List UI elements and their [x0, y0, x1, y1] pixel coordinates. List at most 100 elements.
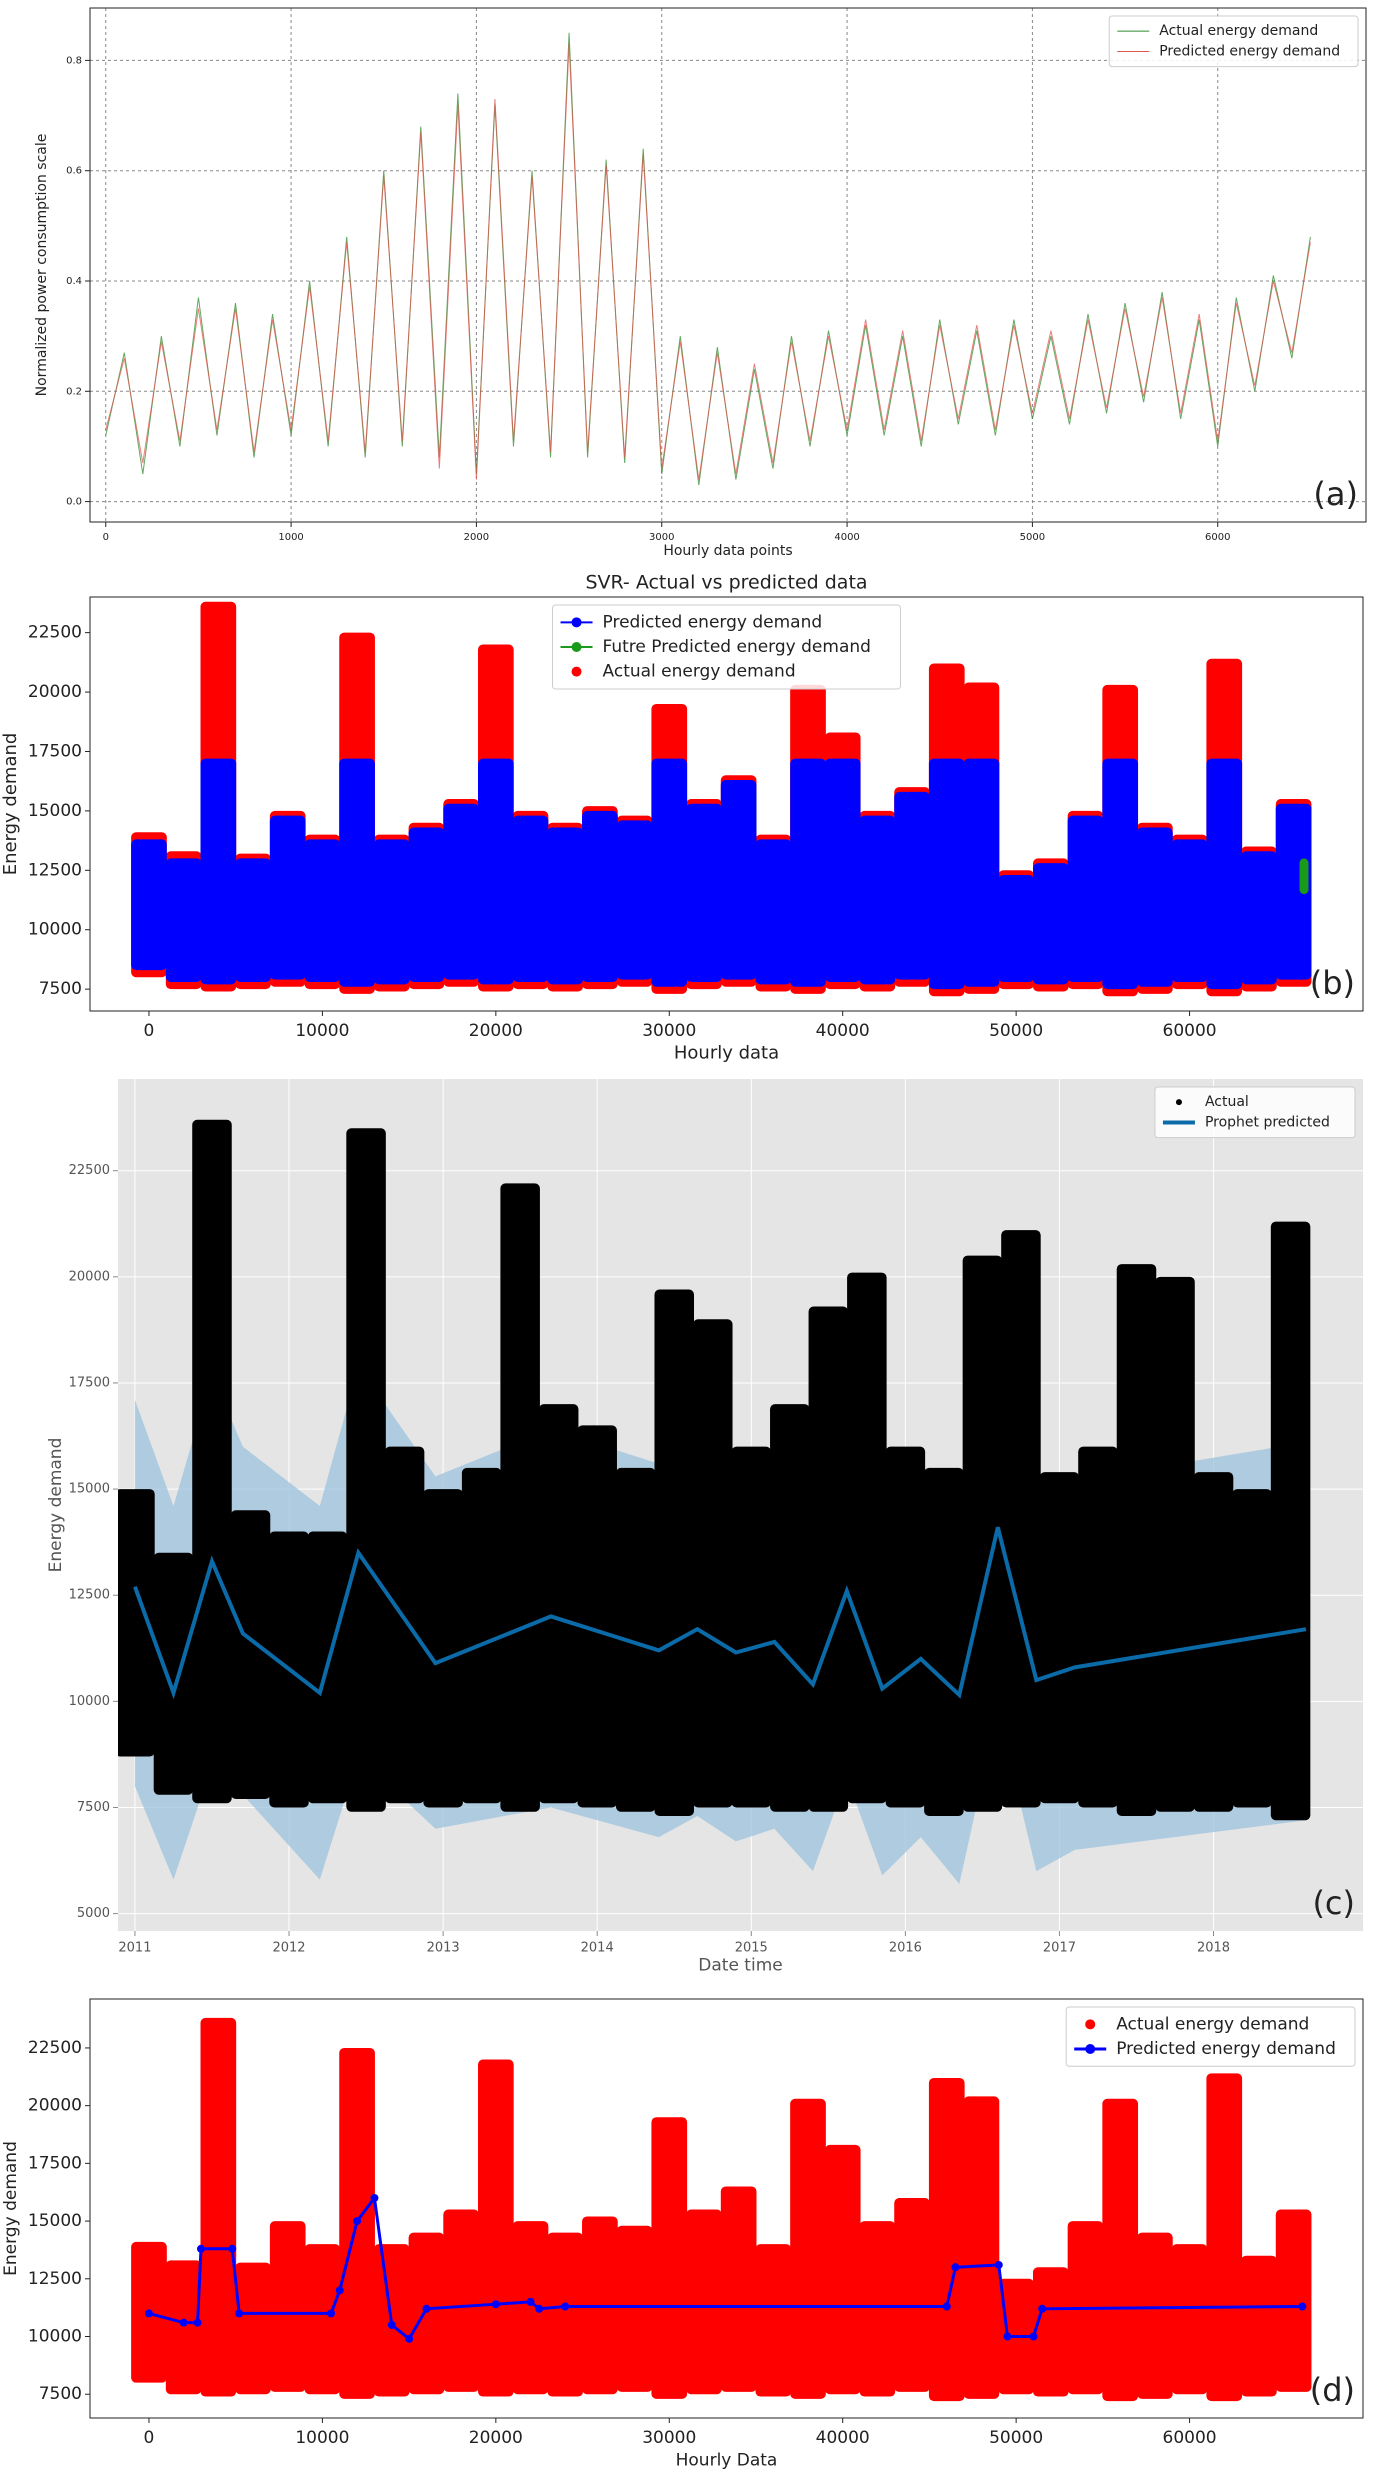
data-range: [885, 1446, 926, 1808]
x-tick-label: 2014: [581, 1941, 614, 1956]
legend-box: [1154, 1086, 1356, 1139]
x-tick-label: 2018: [1197, 1941, 1230, 1956]
data-point: [1003, 2332, 1012, 2341]
x-tick-label: 60000: [1163, 1021, 1217, 1041]
data-point: [144, 2309, 153, 2318]
legend: Actual energy demand Predicted energy dem…: [1065, 2006, 1356, 2067]
data-range: [235, 2262, 271, 2395]
x-tick-label: 1000: [278, 532, 303, 543]
x-tick-label: 50000: [989, 2428, 1043, 2448]
data-line: [148, 2194, 1303, 2342]
data-point: [994, 2260, 1003, 2269]
data-point: [327, 2309, 336, 2318]
data-range: [235, 858, 271, 983]
x-tick-label: 0: [103, 532, 109, 543]
data-range: [1171, 839, 1208, 983]
data-range: [731, 1446, 772, 1808]
x-axis-label: Hourly data points: [663, 543, 792, 559]
legend-label: Predicted energy demand: [603, 612, 823, 632]
chart-panel: 7500 10000 12500 15000 17500 20000 22500 0 10000…: [1, 1998, 1364, 2470]
data-range: [477, 2059, 514, 2397]
data-range: [230, 1510, 271, 1799]
data-range: [808, 1306, 849, 1812]
y-tick-label: 0.6: [66, 166, 82, 177]
data-range: [304, 839, 341, 983]
plot-frame: [89, 1998, 1364, 2419]
data-range: [1116, 1264, 1157, 1816]
data-range: [1039, 1472, 1080, 1804]
data-range: [1232, 1489, 1272, 1808]
data-range: [1206, 758, 1243, 990]
y-tick-label: 12500: [28, 2269, 82, 2289]
data-range: [582, 810, 618, 983]
data-range: [500, 1183, 540, 1812]
data-range: [790, 2098, 826, 2399]
data-range: [1275, 803, 1312, 980]
data-range: [1155, 1276, 1195, 1812]
x-tick-label: 2011: [118, 1941, 151, 1956]
data-range: [1102, 2098, 1139, 2402]
x-axis-label: Hourly data: [674, 1042, 779, 1063]
data-range: [131, 839, 167, 971]
x-tick-label: 3000: [649, 532, 674, 543]
y-tick-label: 7500: [39, 2384, 82, 2404]
data-range: [1032, 2267, 1069, 2397]
data-range: [512, 2221, 549, 2395]
data-range: [1275, 2209, 1312, 2392]
data-range: [755, 2244, 792, 2397]
plot-background: [90, 8, 1366, 522]
data-range: [693, 1319, 733, 1808]
y-tick-label: 20000: [28, 682, 82, 702]
legend-label: Predicted energy demand: [1116, 2039, 1336, 2059]
data-range: [304, 2244, 341, 2395]
data-range: [512, 815, 549, 983]
data-point: [561, 2302, 570, 2311]
data-range: [1078, 1446, 1118, 1808]
legend: Actual Prophet predicted: [1154, 1086, 1356, 1139]
plot-area: [131, 2017, 1312, 2402]
x-tick-label: 60000: [1163, 2428, 1217, 2448]
x-tick-label: 6000: [1205, 532, 1230, 543]
data-range: [1137, 827, 1173, 987]
panel-label: (a): [1313, 475, 1358, 513]
data-range: [755, 839, 792, 985]
data-range: [547, 827, 584, 985]
data-point: [942, 2302, 951, 2311]
data-range: [346, 1128, 386, 1812]
y-tick-label: 10000: [69, 1694, 110, 1709]
y-tick-label: 0.8: [66, 55, 82, 66]
data-range: [339, 758, 375, 987]
data-range: [824, 758, 861, 983]
data-range: [859, 815, 896, 985]
data-range: [443, 803, 479, 980]
y-tick-label: 7500: [39, 979, 82, 999]
data-range: [616, 2225, 653, 2392]
data-range: [963, 2096, 1000, 2399]
data-range: [1032, 863, 1069, 985]
x-tick-label: 0: [144, 2428, 155, 2448]
x-axis-label: Date time: [698, 1956, 782, 1976]
data-range: [962, 1255, 1003, 1812]
data-range: [118, 1489, 155, 1757]
legend-marker: [571, 617, 582, 628]
y-axis-label: Energy demand: [1, 2141, 21, 2276]
y-tick-label: 22500: [69, 1163, 110, 1178]
data-range: [1001, 1230, 1041, 1808]
data-range: [1102, 758, 1139, 990]
data-point: [951, 2263, 960, 2272]
data-point: [1038, 2304, 1047, 2313]
x-tick-label: 2012: [272, 1941, 305, 1956]
legend-marker: [1085, 2043, 1096, 2054]
data-range: [720, 2186, 757, 2392]
data-range: [269, 815, 306, 980]
data-point: [405, 2334, 414, 2343]
data-range: [461, 1467, 502, 1804]
data-range: [963, 758, 1000, 987]
data-point: [1029, 2332, 1038, 2341]
data-range: [651, 758, 688, 987]
x-tick-label: 30000: [642, 2428, 696, 2448]
legend: Actual energy demand Predicted energy dem…: [1108, 15, 1359, 68]
x-tick-label: 50000: [989, 1021, 1043, 1041]
chart-panel: 0.0 0.2 0.4 0.6 0.8 0 1000 2000 3000 4000 5000 6000…: [34, 7, 1367, 559]
